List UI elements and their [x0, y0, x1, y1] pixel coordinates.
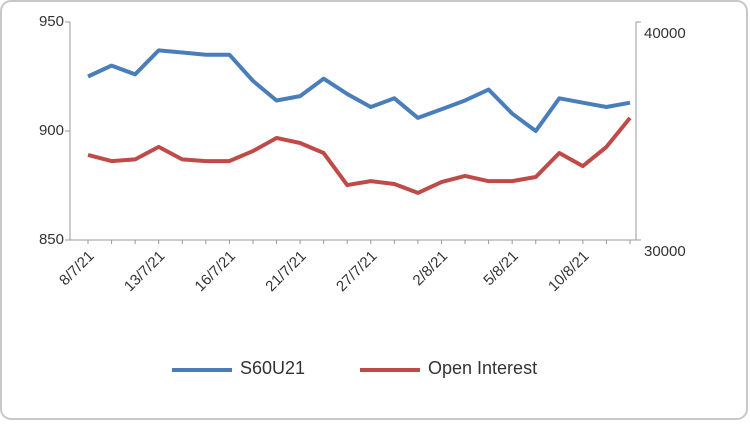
y2-tick-label: 40000 — [644, 25, 686, 42]
series-line — [87, 48, 631, 133]
y-tick-label: 850 — [39, 231, 64, 248]
legend-label: S60U21 — [240, 358, 305, 378]
legend-label: Open Interest — [428, 358, 537, 378]
y-tick-label: 950 — [39, 13, 64, 30]
y-tick-label: 900 — [39, 122, 64, 139]
series-line — [87, 116, 632, 195]
y2-tick-label: 30000 — [644, 243, 686, 260]
